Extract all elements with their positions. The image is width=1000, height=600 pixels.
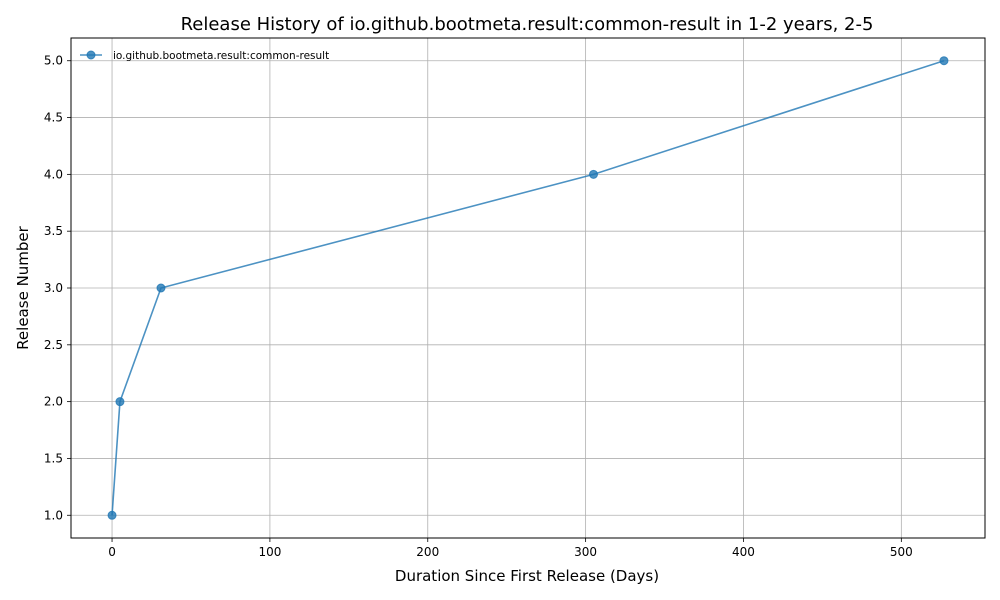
series-layer	[107, 56, 949, 520]
y-tick-label: 4.0	[44, 167, 63, 181]
x-axis: 0 100 200 300 400 500	[108, 538, 913, 559]
x-axis-label: Duration Since First Release (Days)	[395, 567, 659, 585]
y-tick-label: 5.0	[44, 54, 63, 68]
legend-series-label: io.github.bootmeta.result:common-result	[113, 50, 329, 62]
y-tick-label: 2.0	[44, 395, 63, 409]
x-tick-label: 400	[732, 545, 755, 559]
x-tick-label: 500	[890, 545, 913, 559]
y-tick-label: 4.5	[44, 111, 63, 125]
data-point	[115, 397, 125, 407]
y-tick-label: 1.5	[44, 451, 63, 465]
x-tick-label: 100	[258, 545, 281, 559]
x-tick-label: 300	[574, 545, 597, 559]
grid-lines	[71, 38, 985, 538]
data-point	[107, 510, 117, 520]
x-tick-label: 200	[416, 545, 439, 559]
data-point	[939, 56, 949, 66]
legend-marker	[86, 50, 96, 60]
y-tick-label: 3.5	[44, 224, 63, 238]
y-tick-label: 2.5	[44, 338, 63, 352]
x-tick-label: 0	[108, 545, 116, 559]
data-point	[589, 169, 599, 179]
data-point	[156, 283, 166, 293]
chart-title: Release History of io.github.bootmeta.re…	[181, 14, 874, 35]
legend: io.github.bootmeta.result:common-result	[80, 50, 329, 62]
y-axis: 1.0 1.5 2.0 2.5 3.0 3.5 4.0 4.5 5.0	[44, 54, 71, 522]
y-axis-label: Release Number	[14, 225, 32, 349]
y-tick-label: 3.0	[44, 281, 63, 295]
y-tick-label: 1.0	[44, 508, 63, 522]
